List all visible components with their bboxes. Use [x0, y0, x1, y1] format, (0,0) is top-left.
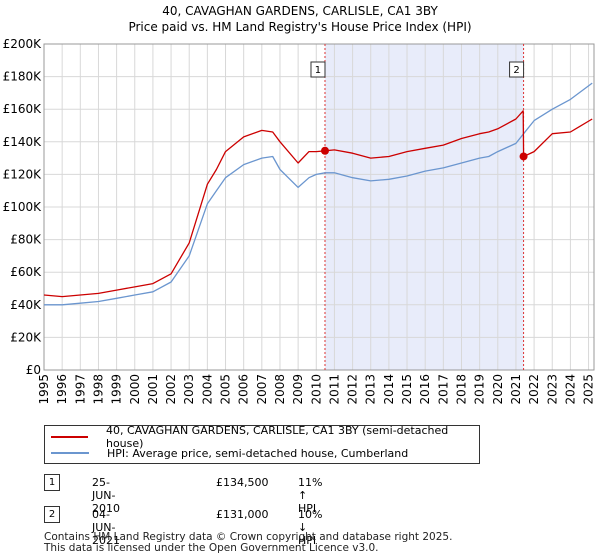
sale-price: £134,500 — [216, 476, 269, 489]
legend-item-property: 40, CAVAGHAN GARDENS, CARLISLE, CA1 3BY … — [51, 424, 479, 450]
x-tick-label: 1998 — [91, 374, 105, 405]
x-tick-label: 2004 — [200, 374, 214, 405]
sale-point — [320, 146, 329, 155]
footer: Contains HM Land Registry data © Crown c… — [44, 532, 452, 554]
x-tick-label: 2025 — [582, 374, 596, 405]
x-tick-label: 2003 — [182, 374, 196, 405]
legend-swatch-hpi — [51, 452, 89, 454]
sale-date: 04-JUN-2021 — [92, 508, 120, 547]
x-tick-label: 2015 — [400, 374, 414, 405]
x-tick-label: 2011 — [327, 374, 341, 405]
chart-subtitle: Price paid vs. HM Land Registry's House … — [128, 20, 471, 34]
chart-title: 40, CAVAGHAN GARDENS, CARLISLE, CA1 3BY — [162, 4, 438, 18]
footer-line-1: Contains HM Land Registry data © Crown c… — [44, 531, 453, 543]
legend-label-property: 40, CAVAGHAN GARDENS, CARLISLE, CA1 3BY … — [105, 424, 449, 450]
sale-point — [519, 152, 528, 161]
legend-swatch-property — [51, 436, 88, 438]
sale-hpi-change: 10% ↓ HPI — [298, 508, 323, 547]
x-tick-label: 2001 — [146, 374, 160, 405]
y-tick-label: £120K — [3, 167, 43, 181]
sale-price: £131,000 — [216, 508, 269, 521]
y-tick-label: £80K — [10, 233, 42, 247]
y-tick-label: £0 — [26, 363, 41, 377]
x-tick-label: 2006 — [237, 374, 251, 405]
x-tick-label: 1996 — [55, 374, 69, 405]
x-tick-label: 2000 — [128, 374, 142, 405]
series-line — [43, 110, 593, 298]
x-tick-label: 2002 — [164, 374, 178, 405]
price-chart: 40, CAVAGHAN GARDENS, CARLISLE, CA1 3BY … — [3, 4, 596, 405]
x-tick-label: 2009 — [291, 374, 305, 405]
sale-date: 25-JUN-2010 — [92, 476, 120, 515]
x-tick-label: 1997 — [73, 374, 87, 405]
x-tick-label: 2007 — [255, 374, 269, 405]
x-tick-label: 2008 — [273, 374, 287, 405]
y-tick-label: £180K — [3, 70, 43, 84]
footer-line-2: This data is licensed under the Open Gov… — [44, 542, 379, 554]
x-tick-label: 1999 — [110, 374, 124, 405]
sale-number-badge: 1 — [44, 474, 60, 491]
sale-marker-label: 2 — [513, 65, 519, 76]
y-tick-label: £160K — [3, 102, 43, 116]
y-tick-label: £60K — [10, 265, 42, 279]
legend-label-hpi: HPI: Average price, semi-detached house,… — [107, 446, 409, 460]
x-tick-label: 2022 — [527, 374, 541, 405]
x-tick-label: 2021 — [509, 374, 523, 405]
x-tick-label: 1995 — [37, 374, 51, 405]
sale-marker-badge — [310, 61, 326, 78]
sale-number-badge: 2 — [44, 506, 60, 523]
y-tick-label: £40K — [10, 298, 42, 312]
y-tick-label: £100K — [3, 200, 43, 214]
series-line — [44, 82, 593, 306]
x-tick-label: 2019 — [473, 374, 487, 405]
x-tick-label: 2024 — [563, 374, 577, 405]
legend: 40, CAVAGHAN GARDENS, CARLISLE, CA1 3BY … — [44, 424, 480, 464]
x-tick-label: 2013 — [364, 374, 378, 405]
x-tick-label: 2023 — [545, 374, 559, 405]
sale-hpi-change: 11% ↑ HPI — [298, 476, 323, 515]
y-tick-label: £140K — [3, 135, 43, 149]
sale-marker-label: 1 — [315, 65, 321, 76]
sale-marker-badge — [509, 61, 525, 78]
x-tick-label: 2017 — [436, 374, 450, 405]
plot-border — [43, 43, 595, 371]
x-tick-label: 2014 — [382, 374, 396, 405]
x-tick-label: 2005 — [219, 374, 233, 405]
x-tick-label: 2020 — [491, 374, 505, 405]
y-tick-label: £20K — [10, 330, 42, 344]
x-tick-label: 2018 — [454, 374, 468, 405]
legend-item-hpi: HPI: Average price, semi-detached house,… — [51, 445, 408, 461]
x-tick-label: 2016 — [418, 374, 432, 405]
x-tick-label: 2010 — [309, 374, 323, 405]
x-tick-label: 2012 — [346, 374, 360, 405]
y-tick-label: £200K — [3, 37, 43, 51]
